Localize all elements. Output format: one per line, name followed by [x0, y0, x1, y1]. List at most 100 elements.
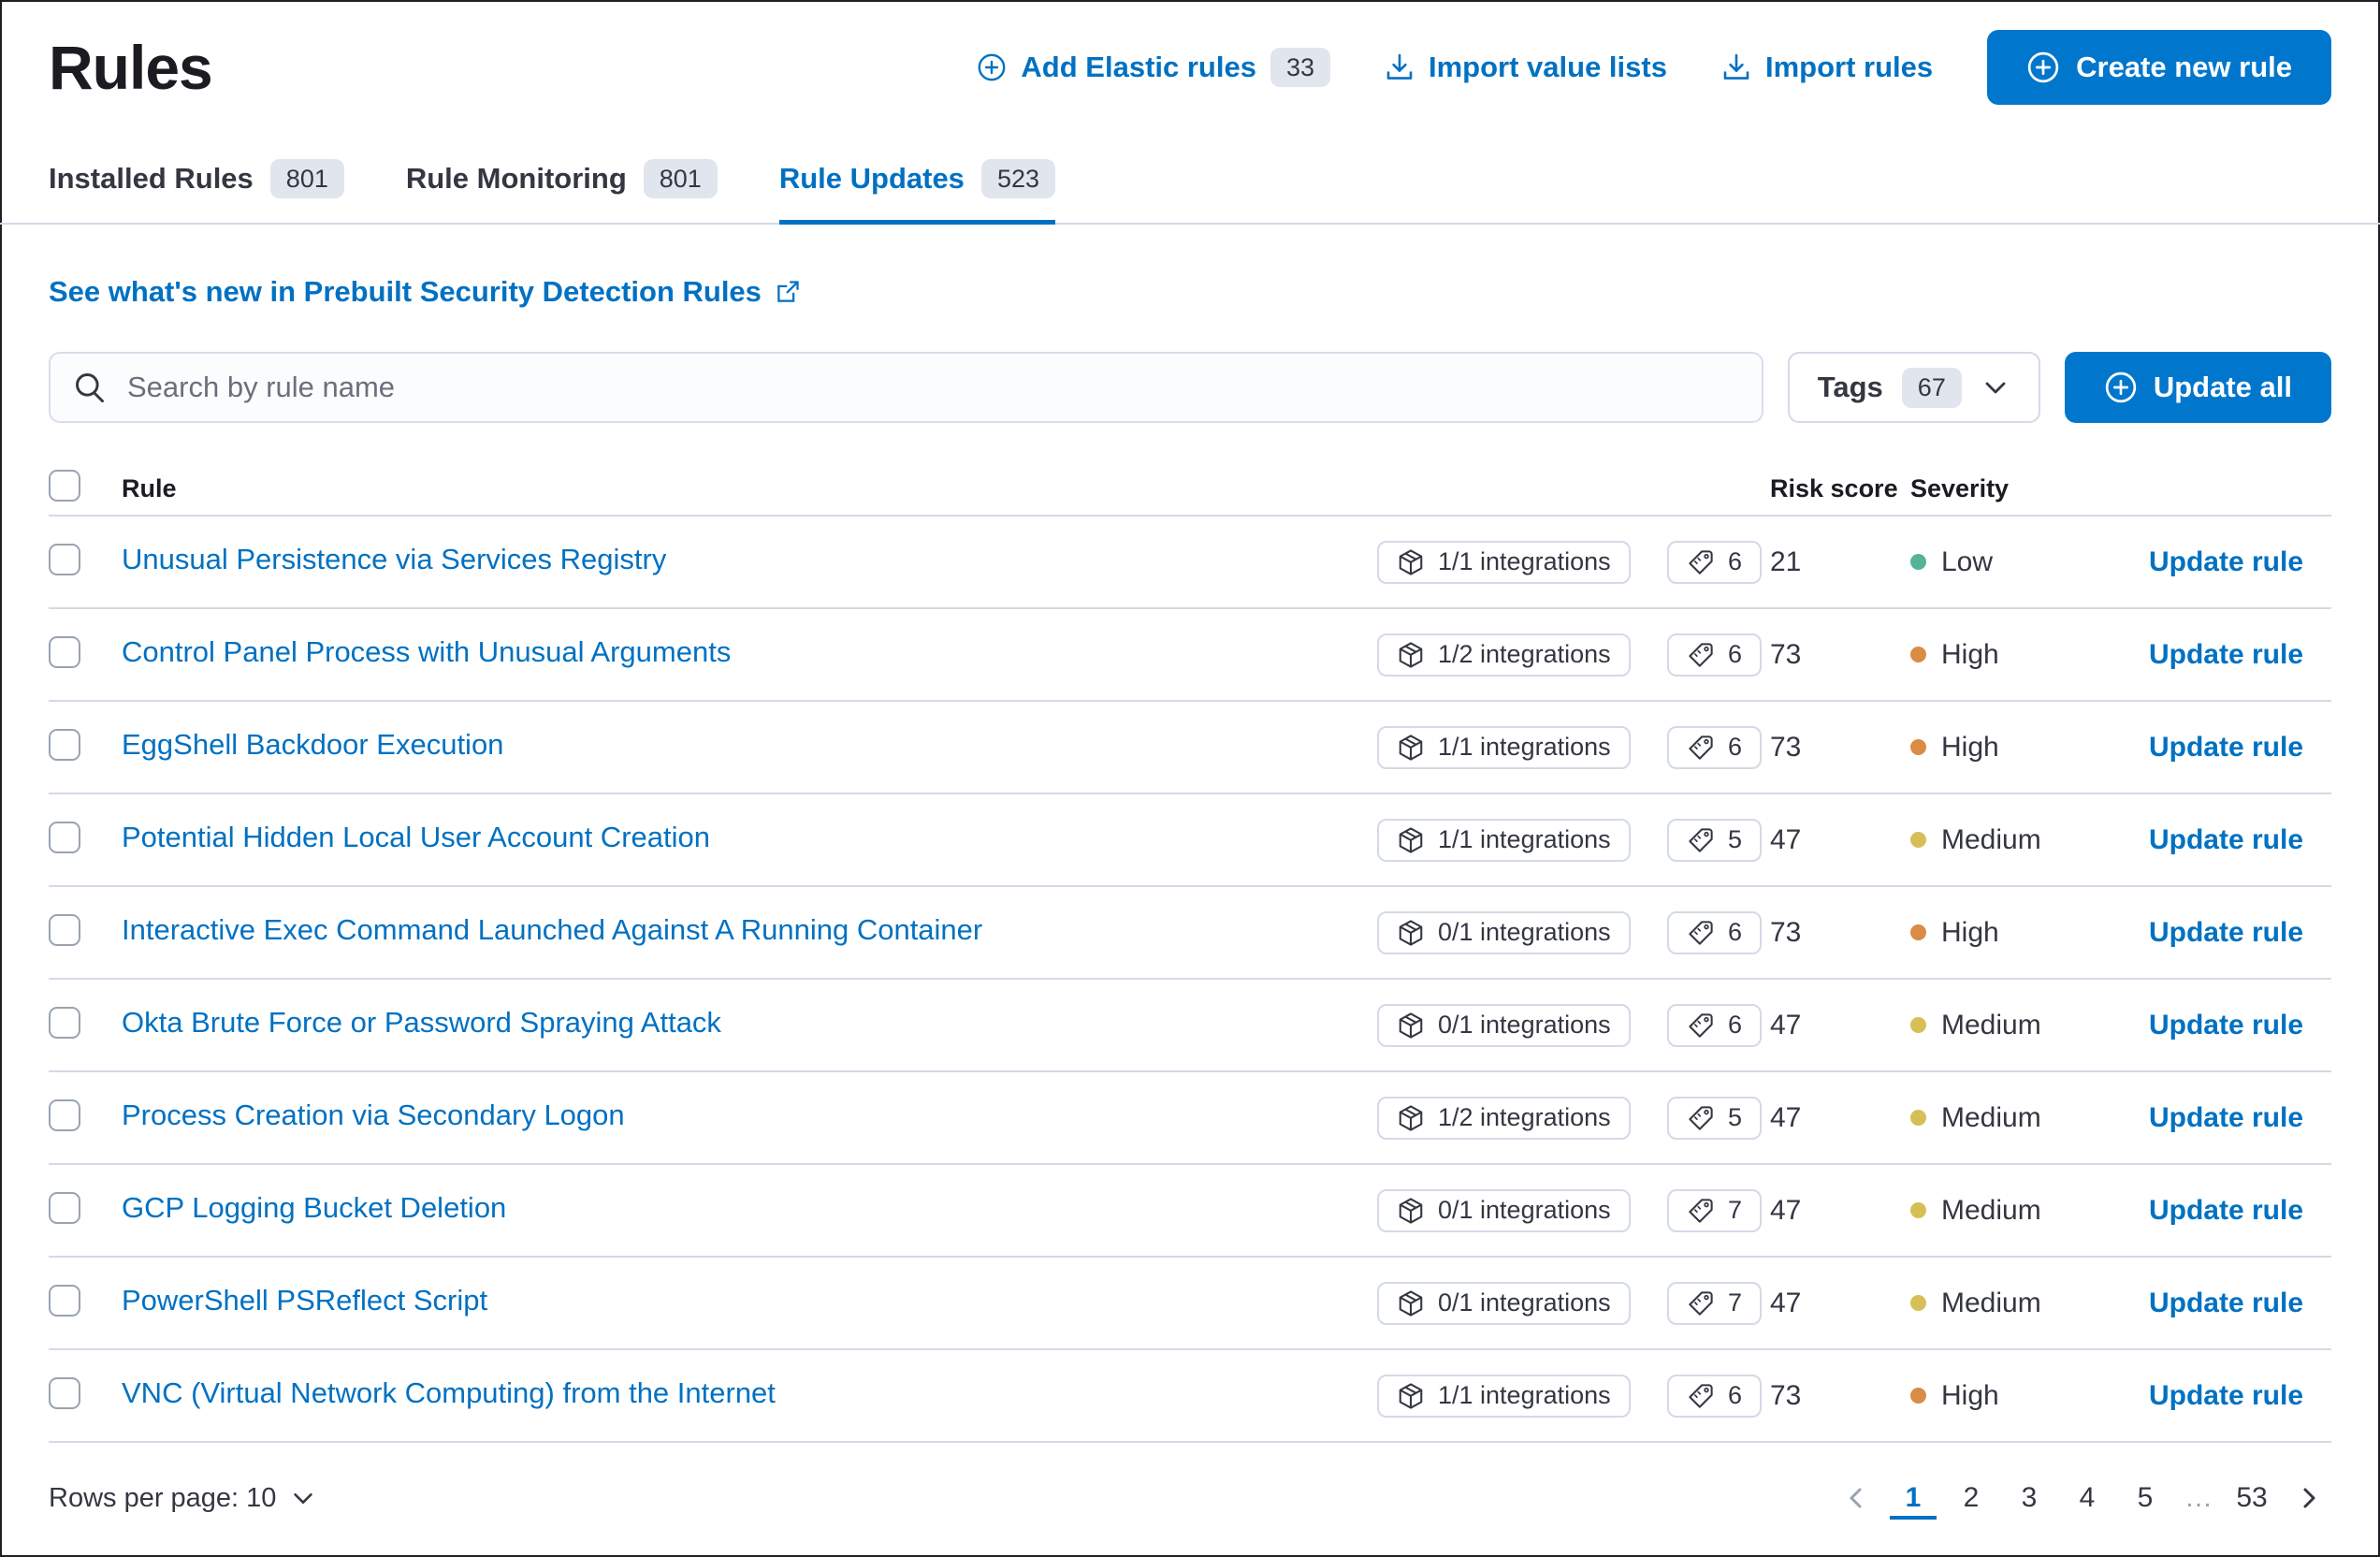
previous-page-button[interactable]	[1834, 1483, 1879, 1513]
package-icon	[1399, 735, 1423, 761]
page-number[interactable]: 4	[2079, 1482, 2096, 1514]
tags-badge[interactable]: 6	[1667, 540, 1763, 584]
severity-cell: Medium	[1910, 824, 2130, 856]
rule-name-link[interactable]: PowerShell PSReflect Script	[122, 1284, 488, 1317]
integrations-badge[interactable]: 0/1 integrations	[1377, 910, 1631, 954]
tab-rule-updates[interactable]: Rule Updates 523	[778, 159, 1055, 226]
row-checkbox[interactable]	[49, 1377, 80, 1410]
tag-icon	[1689, 921, 1713, 945]
row-checkbox[interactable]	[49, 1285, 80, 1317]
integrations-badge[interactable]: 1/2 integrations	[1377, 1096, 1631, 1140]
rule-name-link[interactable]: Process Creation via Secondary Logon	[122, 1099, 625, 1132]
import-rules-button[interactable]: Import rules	[1721, 51, 1933, 84]
row-checkbox[interactable]	[49, 544, 80, 576]
rule-name-link[interactable]: Interactive Exec Command Launched Agains…	[122, 913, 983, 947]
page-number[interactable]: 3	[2021, 1482, 2038, 1514]
update-rule-link[interactable]: Update rule	[2148, 1379, 2303, 1411]
tags-badge[interactable]: 5	[1667, 818, 1763, 862]
next-page-button[interactable]	[2286, 1483, 2331, 1513]
tab-label: Rule Updates	[778, 162, 965, 196]
rows-per-page-button[interactable]: Rows per page: 10	[49, 1483, 317, 1514]
page-number[interactable]: 2	[1963, 1482, 1980, 1514]
page-number[interactable]: 53	[2236, 1482, 2268, 1514]
integrations-badge[interactable]: 1/2 integrations	[1377, 633, 1631, 677]
package-icon	[1399, 1290, 1423, 1317]
update-rule-link[interactable]: Update rule	[2148, 1287, 2303, 1318]
tab-count-badge: 801	[643, 159, 718, 199]
integrations-badge[interactable]: 0/1 integrations	[1377, 1281, 1631, 1325]
severity-label: Medium	[1941, 1101, 2041, 1133]
tag-icon	[1689, 1384, 1713, 1408]
integrations-badge[interactable]: 1/1 integrations	[1377, 1374, 1631, 1418]
integrations-label: 0/1 integrations	[1438, 1196, 1611, 1225]
integrations-label: 1/1 integrations	[1438, 733, 1611, 762]
row-checkbox[interactable]	[49, 636, 80, 669]
plus-circle-icon	[2027, 51, 2059, 83]
page-title: Rules	[49, 32, 213, 102]
severity-cell: High	[1910, 1380, 2130, 1412]
update-rule-link[interactable]: Update rule	[2148, 1194, 2303, 1226]
tags-filter-button[interactable]: Tags 67	[1787, 352, 2040, 424]
tags-badge[interactable]: 5	[1667, 1096, 1763, 1140]
table-row: Process Creation via Secondary Logon 1/2…	[49, 1072, 2331, 1166]
whats-new-link[interactable]: See what's new in Prebuilt Security Dete…	[49, 275, 801, 309]
row-checkbox[interactable]	[49, 1099, 80, 1132]
create-new-rule-button[interactable]: Create new rule	[1987, 30, 2331, 105]
tags-badge[interactable]: 6	[1667, 633, 1763, 677]
update-all-button[interactable]: Update all	[2064, 352, 2331, 424]
tags-badge[interactable]: 6	[1667, 1003, 1763, 1047]
external-link-icon	[777, 281, 799, 303]
update-rule-link[interactable]: Update rule	[2148, 1101, 2303, 1133]
row-checkbox[interactable]	[49, 1007, 80, 1040]
update-rule-link[interactable]: Update rule	[2148, 638, 2303, 670]
tags-badge[interactable]: 7	[1667, 1281, 1763, 1325]
import-value-lists-button[interactable]: Import value lists	[1385, 51, 1667, 84]
chevron-left-icon	[1850, 1488, 1862, 1508]
select-all-checkbox[interactable]	[49, 469, 80, 502]
rule-name-link[interactable]: Control Panel Process with Unusual Argum…	[122, 635, 732, 669]
update-rule-link[interactable]: Update rule	[2148, 916, 2303, 948]
update-rule-link[interactable]: Update rule	[2148, 546, 2303, 577]
severity-dot	[1910, 1295, 1926, 1312]
severity-dot	[1910, 1017, 1926, 1034]
table-row: Control Panel Process with Unusual Argum…	[49, 609, 2331, 703]
rule-name-link[interactable]: Potential Hidden Local User Account Crea…	[122, 821, 710, 854]
update-rule-link[interactable]: Update rule	[2148, 731, 2303, 763]
tags-badge[interactable]: 6	[1667, 725, 1763, 769]
tab-installed-rules[interactable]: Installed Rules 801	[49, 159, 344, 223]
table-row: VNC (Virtual Network Computing) from the…	[49, 1350, 2331, 1444]
page-number[interactable]: 5	[2137, 1482, 2154, 1514]
row-checkbox[interactable]	[49, 914, 80, 947]
chevron-down-icon	[1985, 382, 2006, 394]
rule-name-link[interactable]: EggShell Backdoor Execution	[122, 728, 504, 762]
rule-name-link[interactable]: Okta Brute Force or Password Spraying At…	[122, 1006, 721, 1040]
tags-badge[interactable]: 6	[1667, 910, 1763, 954]
add-elastic-rules-button[interactable]: Add Elastic rules 33	[977, 47, 1330, 88]
rule-name-link[interactable]: VNC (Virtual Network Computing) from the…	[122, 1376, 776, 1410]
search-input[interactable]	[125, 370, 1739, 406]
rule-name-link[interactable]: Unusual Persistence via Services Registr…	[122, 543, 667, 576]
page-number[interactable]: 1	[1890, 1477, 1937, 1521]
severity-cell: Medium	[1910, 1195, 2130, 1227]
page-list: 1 2 3 4 5 … 53	[1890, 1477, 2275, 1521]
tags-badge[interactable]: 6	[1667, 1374, 1763, 1418]
integrations-badge[interactable]: 0/1 integrations	[1377, 1188, 1631, 1232]
update-rule-link[interactable]: Update rule	[2148, 1009, 2303, 1040]
rule-name-link[interactable]: GCP Logging Bucket Deletion	[122, 1191, 507, 1225]
integrations-badge[interactable]: 0/1 integrations	[1377, 1003, 1631, 1047]
update-rule-link[interactable]: Update rule	[2148, 823, 2303, 855]
table-header-row: Rule Risk score Severity	[49, 462, 2331, 517]
row-checkbox[interactable]	[49, 822, 80, 854]
tag-icon	[1689, 550, 1713, 575]
row-checkbox[interactable]	[49, 1192, 80, 1225]
row-checkbox[interactable]	[49, 729, 80, 762]
integrations-badge[interactable]: 1/1 integrations	[1377, 818, 1631, 862]
severity-cell: High	[1910, 732, 2130, 764]
tags-filter-label: Tags	[1817, 371, 1883, 404]
integrations-label: 1/1 integrations	[1438, 825, 1611, 854]
tab-rule-monitoring[interactable]: Rule Monitoring 801	[406, 159, 718, 223]
severity-label: High	[1941, 1379, 1999, 1411]
integrations-badge[interactable]: 1/1 integrations	[1377, 725, 1631, 769]
integrations-badge[interactable]: 1/1 integrations	[1377, 540, 1631, 584]
tags-badge[interactable]: 7	[1667, 1188, 1763, 1232]
